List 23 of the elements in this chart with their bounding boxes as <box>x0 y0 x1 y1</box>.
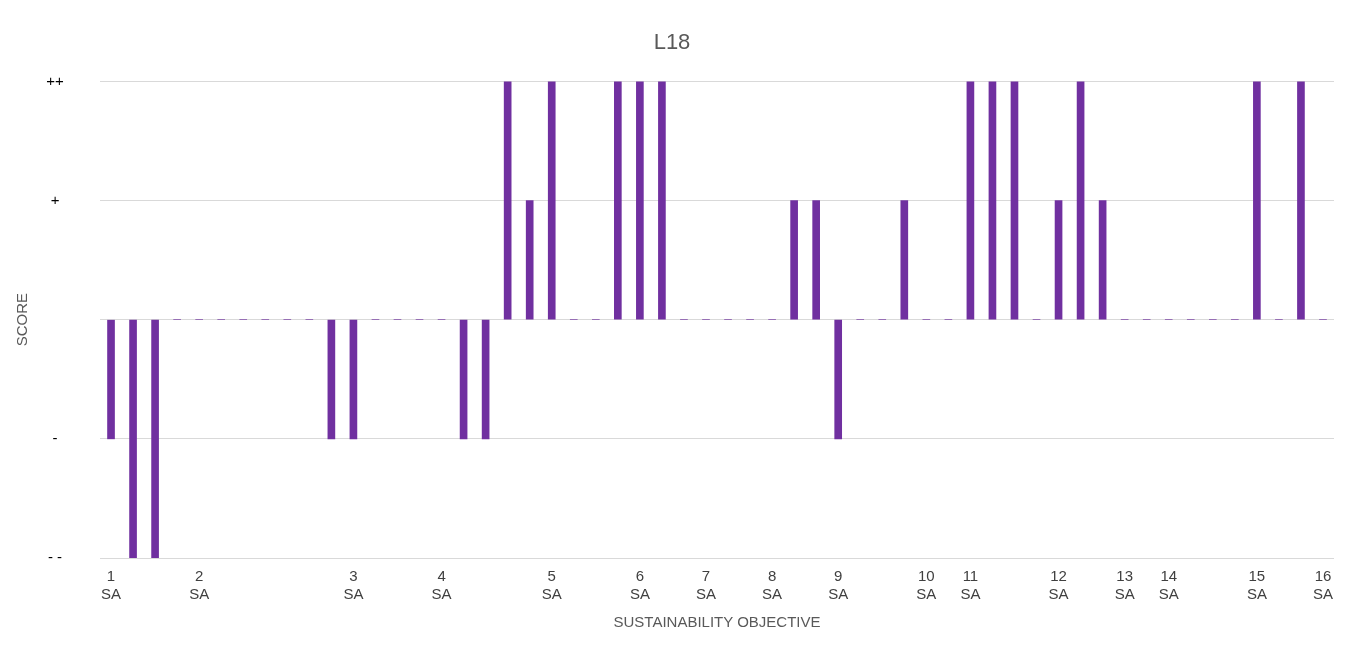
x-tick-label: 9 SA <box>828 567 849 603</box>
x-axis-title: SUSTAINABILITY OBJECTIVE <box>613 613 821 631</box>
x-tick-label: 8 SA <box>762 567 783 603</box>
x-tick-label: 4 SA <box>431 567 452 603</box>
text: + <box>50 190 60 208</box>
x-tick-label: 7 SA <box>695 567 716 603</box>
text: ++ <box>46 71 64 89</box>
x-tick-label: 10 SA <box>916 567 937 603</box>
x-tick-label: 2 SA <box>189 567 210 603</box>
x-tick-label: 5 SA <box>541 567 562 603</box>
x-tick-label: 3 SA <box>343 567 364 603</box>
x-tick-label: 6 SA <box>629 567 650 603</box>
x-tick-label: 13 SA <box>1114 567 1135 603</box>
y-axis-title: SCORE <box>13 293 31 347</box>
x-tick-label: 15 SA <box>1246 567 1267 603</box>
x-tick-label: 11 SA <box>960 567 981 603</box>
x-tick-label: 1 SA <box>101 567 122 603</box>
x-tick-label: 14 SA <box>1158 567 1179 603</box>
x-tick-label: 12 SA <box>1048 567 1069 603</box>
text: - - <box>47 548 63 566</box>
text: - <box>52 428 58 446</box>
chart-title: L18 <box>653 29 691 55</box>
x-tick-label: 16 SA <box>1312 567 1333 603</box>
